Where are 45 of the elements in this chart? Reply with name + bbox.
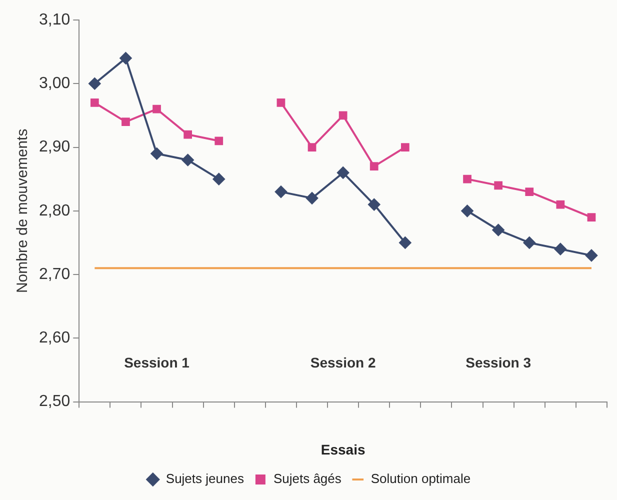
point [523,236,536,249]
point [525,188,534,196]
point [122,118,130,126]
y-tick-label: 3,00 [39,75,70,92]
point [212,173,225,186]
annotation: Session 2 [310,354,376,371]
point [494,181,503,190]
point [400,143,410,152]
point [463,174,472,184]
annotation: Session 3 [466,354,532,371]
point [274,186,287,198]
y-tick-label: 3,10 [39,11,70,28]
point [308,143,316,152]
y-tick-label: 2,50 [39,393,70,410]
point [337,166,350,179]
y-tick-label: 2,80 [39,202,70,220]
y-tick-label: 2,70 [39,266,70,283]
point [152,104,161,114]
point [150,148,163,160]
point [90,98,99,107]
point [585,249,598,262]
point [492,224,504,236]
point [556,200,565,209]
point [368,198,380,211]
x-axis-title: Essais [320,441,366,458]
annotation: Session 1 [124,354,190,371]
point [338,111,348,120]
point [214,136,224,146]
point [184,130,192,139]
point [461,204,474,217]
y-tick-label: 2,90 [39,138,70,156]
y-axis-title: Nombre de mouvements [14,128,32,294]
point [587,213,596,222]
point [306,192,318,204]
legend-label: Sujets jeunes [166,471,244,486]
point [88,78,101,90]
point [276,98,286,107]
point [120,52,132,64]
legend-label: Sujets âgés [273,471,342,486]
point [370,162,378,171]
legend-label: Solution optimale [370,471,471,486]
point [554,243,566,256]
point [182,154,194,166]
point [399,236,412,249]
y-tick-label: 2,60 [39,330,70,347]
